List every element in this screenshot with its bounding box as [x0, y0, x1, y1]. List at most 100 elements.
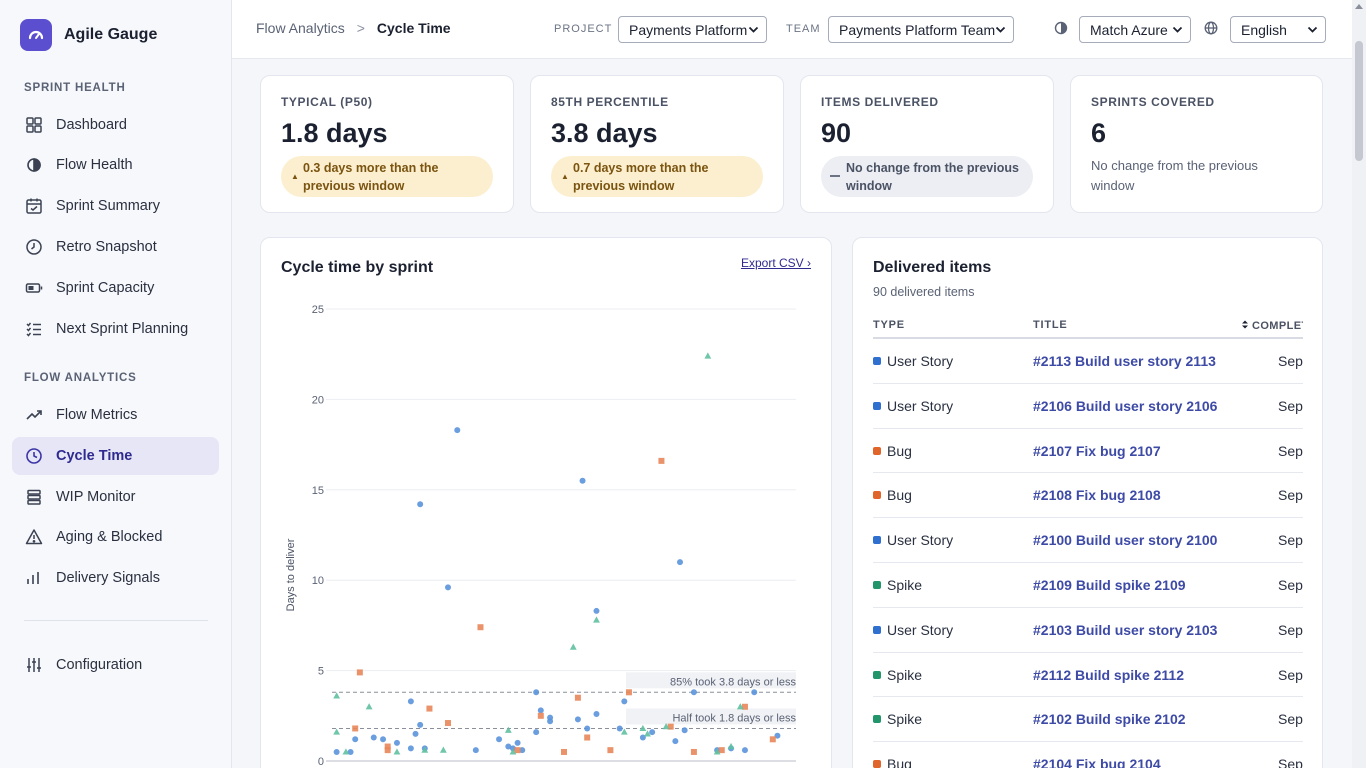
globe-icon[interactable]	[1203, 20, 1219, 36]
language-select[interactable]: English	[1230, 16, 1326, 43]
data-point[interactable]	[727, 742, 735, 750]
data-point[interactable]	[751, 689, 758, 696]
sidebar-item-configuration[interactable]: Configuration	[12, 646, 219, 684]
data-point[interactable]	[407, 698, 414, 705]
data-point[interactable]	[533, 689, 540, 696]
column-header-type[interactable]: TYPE	[873, 319, 905, 331]
row-title-link[interactable]: #2100 Build user story 2100	[1033, 532, 1218, 549]
data-point[interactable]	[384, 743, 391, 750]
scrollbar-thumb[interactable]	[1355, 41, 1363, 161]
data-point[interactable]	[741, 703, 748, 710]
theme-select[interactable]: Match Azure	[1079, 16, 1191, 43]
row-title-link[interactable]: #2108 Fix bug 2108	[1033, 487, 1161, 504]
table-row[interactable]: Bug #2107 Fix bug 2107 Sep	[873, 429, 1303, 474]
table-row[interactable]: User Story #2103 Build user story 2103 Sep	[873, 608, 1303, 653]
row-title-link[interactable]: #2113 Build user story 2113	[1033, 353, 1216, 369]
data-point[interactable]	[519, 747, 526, 754]
data-point[interactable]	[690, 748, 697, 755]
data-point[interactable]	[620, 728, 628, 735]
data-point[interactable]	[774, 732, 781, 739]
data-point[interactable]	[533, 729, 540, 736]
data-point[interactable]	[393, 748, 401, 755]
sidebar-item-aging-blocked[interactable]: Aging & Blocked	[12, 518, 219, 556]
sidebar-item-retro-snapshot[interactable]: Retro Snapshot	[12, 228, 219, 266]
scroll-up-arrow-icon[interactable]	[1355, 4, 1363, 9]
data-point[interactable]	[445, 584, 451, 591]
theme-contrast-icon[interactable]	[1053, 20, 1069, 36]
data-point[interactable]	[672, 738, 679, 745]
data-point[interactable]	[509, 748, 517, 755]
data-point[interactable]	[333, 692, 341, 699]
data-point[interactable]	[718, 747, 725, 754]
table-row[interactable]: User Story #2113 Build user story 2113 Sep	[873, 339, 1303, 384]
data-point[interactable]	[352, 725, 359, 732]
brand[interactable]: Agile Gauge	[20, 19, 157, 51]
data-point[interactable]	[356, 669, 363, 676]
data-point[interactable]	[574, 716, 581, 723]
data-point[interactable]	[690, 689, 697, 696]
data-point[interactable]	[741, 747, 748, 754]
table-row[interactable]: User Story #2106 Build user story 2106 Sep	[873, 384, 1303, 429]
data-point[interactable]	[365, 703, 373, 710]
data-point[interactable]	[514, 739, 521, 746]
data-point[interactable]	[662, 723, 670, 730]
data-point[interactable]	[496, 736, 503, 743]
data-point[interactable]	[769, 736, 776, 743]
table-row[interactable]: User Story #2100 Build user story 2100 Sep	[873, 518, 1303, 563]
sidebar-item-next-sprint-planning[interactable]: Next Sprint Planning	[12, 310, 219, 348]
data-point[interactable]	[644, 730, 651, 737]
data-point[interactable]	[342, 748, 350, 755]
data-point[interactable]	[393, 739, 400, 746]
data-point[interactable]	[347, 748, 354, 755]
sidebar-item-delivery-signals[interactable]: Delivery Signals	[12, 559, 219, 597]
column-header-completed[interactable]: COMPLETED	[1241, 319, 1303, 332]
data-point[interactable]	[593, 616, 600, 623]
row-title-link[interactable]: #2104 Fix bug 2104	[1033, 756, 1161, 768]
table-row[interactable]: Bug #2108 Fix bug 2108 Sep	[873, 473, 1303, 519]
data-point[interactable]	[547, 714, 554, 721]
data-point[interactable]	[407, 745, 414, 752]
data-point[interactable]	[514, 747, 521, 754]
data-point[interactable]	[574, 694, 581, 701]
data-point[interactable]	[607, 747, 614, 754]
column-header-title[interactable]: TITLE	[1033, 319, 1068, 331]
sidebar-item-flow-health[interactable]: Flow Health	[12, 146, 219, 184]
data-point[interactable]	[370, 734, 377, 741]
row-title-link[interactable]: #2107 Fix bug 2107	[1033, 442, 1161, 459]
data-point[interactable]	[625, 689, 632, 696]
data-point[interactable]	[505, 743, 512, 750]
data-point[interactable]	[537, 707, 544, 714]
row-title-link[interactable]: #2106 Build user story 2106	[1033, 397, 1218, 414]
data-point[interactable]	[380, 736, 387, 743]
data-point[interactable]	[445, 720, 451, 727]
data-point[interactable]	[569, 643, 577, 650]
sidebar-item-wip-monitor[interactable]: WIP Monitor	[12, 478, 219, 516]
data-point[interactable]	[417, 721, 424, 728]
data-point[interactable]	[584, 734, 591, 741]
data-point[interactable]	[639, 724, 647, 732]
data-point[interactable]	[621, 698, 628, 705]
table-row[interactable]: Spike #2102 Build spike 2102 Sep	[873, 697, 1303, 743]
data-point[interactable]	[736, 703, 744, 710]
data-point[interactable]	[412, 730, 419, 737]
data-point[interactable]	[384, 747, 391, 754]
table-row[interactable]: Spike #2112 Build spike 2112 Sep	[873, 653, 1303, 698]
table-row[interactable]: Bug #2104 Fix bug 2104 Sep	[873, 742, 1303, 768]
data-point[interactable]	[537, 712, 544, 719]
sidebar-item-sprint-capacity[interactable]: Sprint Capacity	[12, 269, 219, 307]
data-point[interactable]	[639, 734, 646, 741]
data-point[interactable]	[704, 352, 712, 359]
data-point[interactable]	[616, 725, 623, 732]
data-point[interactable]	[584, 725, 591, 732]
row-title-link[interactable]: #2109 Build spike 2109	[1033, 576, 1186, 593]
breadcrumb-parent[interactable]: Flow Analytics	[256, 20, 345, 36]
data-point[interactable]	[333, 748, 340, 755]
data-point[interactable]	[713, 748, 721, 755]
data-point[interactable]	[561, 748, 567, 755]
sidebar-item-flow-metrics[interactable]: Flow Metrics	[12, 396, 219, 434]
data-point[interactable]	[579, 477, 586, 484]
project-select[interactable]: Payments Platform	[618, 16, 767, 43]
row-title-link[interactable]: #2102 Build spike 2102	[1033, 711, 1186, 728]
export-csv-link[interactable]: Export CSV ›	[740, 256, 811, 270]
table-row[interactable]: Spike #2109 Build spike 2109 Sep	[873, 563, 1303, 608]
